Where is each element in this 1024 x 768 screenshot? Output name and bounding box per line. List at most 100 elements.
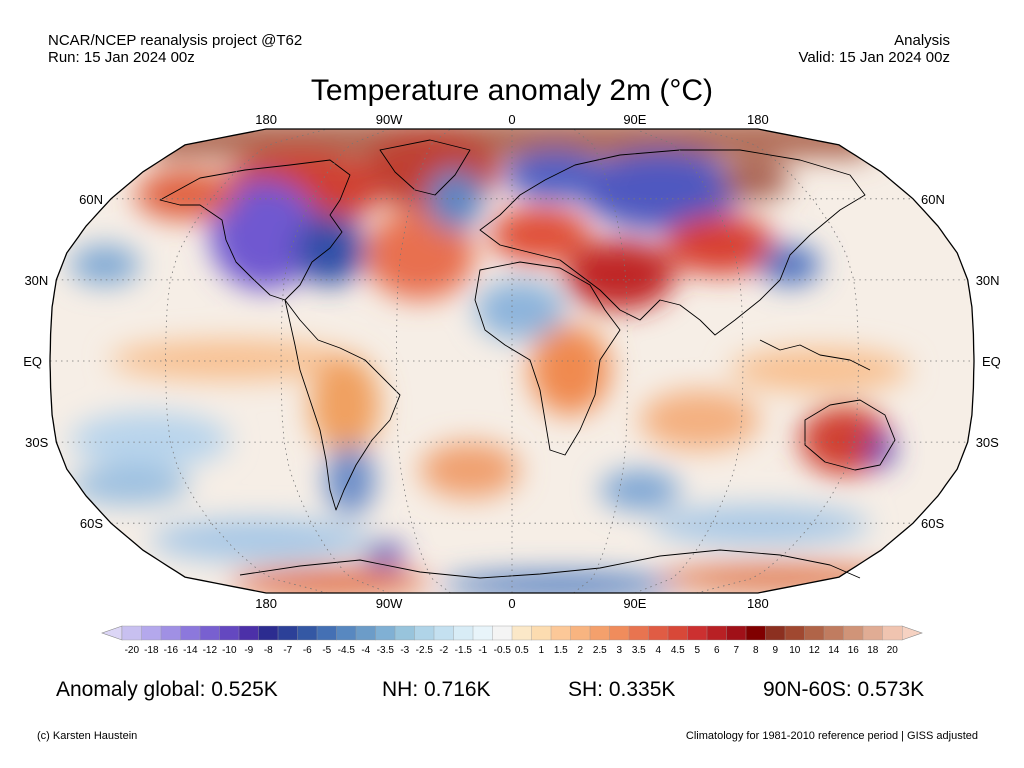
colorbar-tick-label: 2 [578,645,584,656]
colorbar-tick-label: 4 [656,645,662,656]
meridian-line [634,128,744,594]
anomaly-blobs [70,129,910,593]
colorbar-tick-label: -5 [322,645,331,656]
colorbar-swatch [355,625,376,641]
lat-label-right: EQ [982,354,1001,369]
colorbar-swatch [687,625,708,641]
colorbar-swatch [745,625,766,641]
colorbar-swatch [433,625,454,641]
colorbar-swatch [843,625,864,641]
colorbar-swatch [628,625,649,641]
colorbar-swatch [414,625,435,641]
colorbar-swatch [823,625,844,641]
mode-label: Analysis [894,32,950,49]
colorbar-swatch [492,625,513,641]
colorbar-extend-high [901,625,923,641]
lat-label-left: 30N [24,273,48,288]
colorbar-swatch [394,625,415,641]
colorbar-swatch [804,625,825,641]
lat-label-right: 60N [921,192,945,207]
coastline-north-america [159,159,351,301]
colorbar-tick-label: -20 [125,645,140,656]
coastlines [159,139,896,579]
coastline-australia [804,399,896,471]
colorbar-swatch [765,625,786,641]
colorbar-tick-label: 2.5 [593,645,607,656]
valid-label: Valid: 15 Jan 2024 00z [798,49,950,66]
colorbar-tick-label: -3.5 [377,645,395,656]
coastline-se-asia [759,339,871,371]
colorbar-swatch [258,625,279,641]
colorbar-swatch [667,625,688,641]
colorbar-swatch [297,625,318,641]
colorbar-tick-label: -4 [361,645,370,656]
lat-label-left: 60N [79,192,103,207]
coastline-south-america [284,299,401,511]
colorbar-tick-label: 0.5 [515,645,529,656]
colorbar-tick-label: -6 [303,645,312,656]
colorbar-tick-label: -14 [183,645,198,656]
colorbar-tick-label: -8 [264,645,273,656]
stat-nh: NH: 0.716K [382,678,491,701]
colorbar-swatch [199,625,220,641]
colorbar-tick-label: 9 [773,645,779,656]
colorbar-tick-label: 10 [789,645,801,656]
colorbar-swatch [472,625,493,641]
colorbar-tick-label: -2 [439,645,448,656]
colorbar-tick-label: 12 [809,645,821,656]
footer-note: Climatology for 1981-2010 reference peri… [685,730,978,742]
lon-label-bottom: 180 [255,596,277,611]
lat-label-left: 60S [80,516,103,531]
colorbar-tick-label: -4.5 [338,645,356,656]
lon-label-bottom: 180 [747,596,769,611]
colorbar-tick-label: 3 [617,645,623,656]
colorbar-swatch [726,625,747,641]
lon-label-bottom: 0 [508,596,515,611]
lon-label-top: 180 [255,112,277,127]
colorbar-tick-label: -2.5 [416,645,434,656]
colorbar-swatch [511,625,532,641]
meridian-line [280,128,390,594]
colorbar-swatch [375,625,396,641]
colorbar-swatch [609,625,630,641]
lat-label-right: 30S [976,435,999,450]
stat-sh: SH: 0.335K [568,678,676,701]
colorbar-swatch [277,625,298,641]
lat-label-left: EQ [23,354,42,369]
lon-label-top: 90W [376,112,403,127]
colorbar-extend-low [101,625,123,641]
colorbar-tick-label: 1 [539,645,545,656]
source-label: NCAR/NCEP reanalysis project @T62 [48,32,303,49]
colorbar-tick-label: 16 [848,645,860,656]
colorbar-tick-label: 6 [714,645,720,656]
lat-label-left: 30S [25,435,48,450]
colorbar-tick-label: -3 [400,645,409,656]
colorbar-swatch [531,625,552,641]
latitude-labels: 60N 30N EQ 30S 60S 60N 30N EQ 30S 60S [23,192,1001,531]
stat-global: Anomaly global: 0.525K [56,678,278,701]
globe-outline [49,128,975,594]
colorbar-tick-label: -12 [203,645,218,656]
colorbar-swatch [180,625,201,641]
chart-title: Temperature anomaly 2m (°C) [310,74,714,107]
lon-label-top: 0 [508,112,515,127]
lon-label-bottom: 90W [376,596,403,611]
colorbar-swatch [121,625,142,641]
colorbar-swatch [882,625,903,641]
colorbar-tick-label: -9 [244,645,253,656]
colorbar-tick-label: -1 [478,645,487,656]
coastline-antarctica [239,549,861,579]
lat-label-right: 30N [976,273,1000,288]
graticule [50,128,974,594]
footer-credit: (c) Karsten Haustein [37,730,138,742]
colorbar-tick-label: 4.5 [671,645,685,656]
colorbar-tick-label: -1.5 [455,645,473,656]
colorbar-tick-label: 3.5 [632,645,646,656]
colorbar-swatch [550,625,571,641]
colorbar-tick-label: -10 [222,645,237,656]
colorbar-swatch [219,625,240,641]
colorbar-swatch [862,625,883,641]
colorbar-swatch [141,625,162,641]
stat-arctic: 90N-60S: 0.573K [763,678,925,701]
